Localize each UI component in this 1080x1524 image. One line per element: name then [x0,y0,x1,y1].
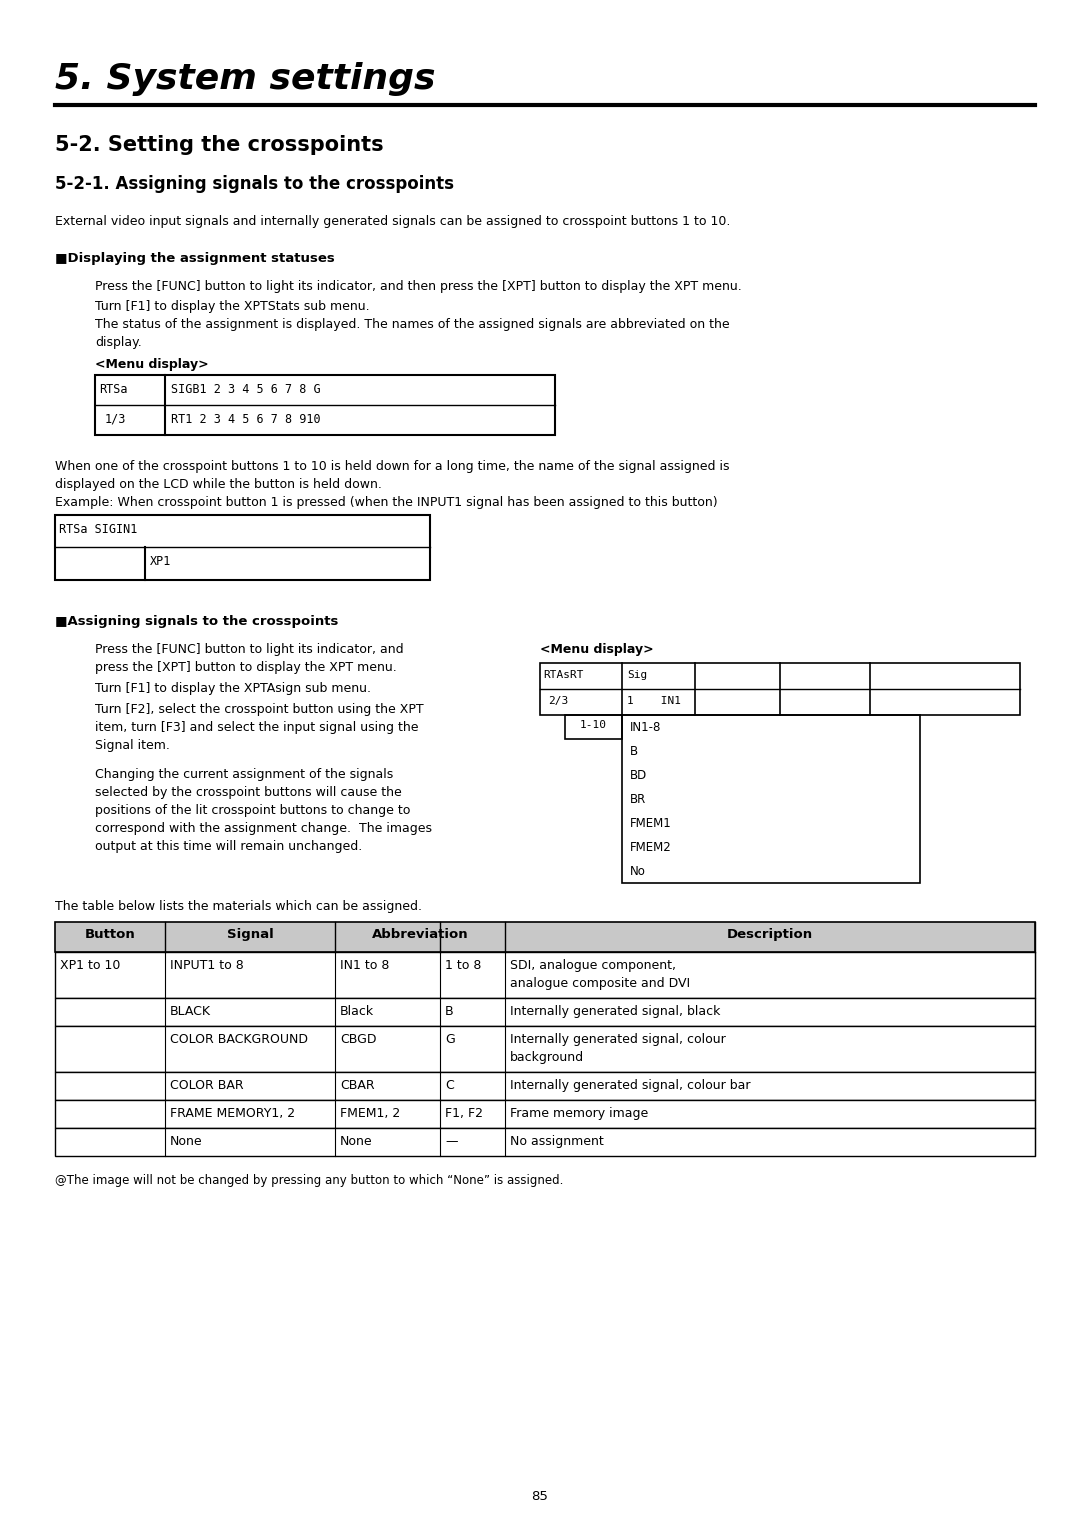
Text: IN1 to 8: IN1 to 8 [340,959,390,972]
Text: C: C [445,1079,454,1093]
Text: The status of the assignment is displayed. The names of the assigned signals are: The status of the assignment is displaye… [95,319,730,331]
Text: Signal item.: Signal item. [95,739,170,751]
Text: Press the [FUNC] button to light its indicator, and then press the [XPT] button : Press the [FUNC] button to light its ind… [95,280,742,293]
Text: Changing the current assignment of the signals: Changing the current assignment of the s… [95,768,393,780]
Bar [55,515,430,581]
Text: correspond with the assignment change.  The images: correspond with the assignment change. T… [95,821,432,835]
Text: Turn [F1] to display the XPTStats sub menu.: Turn [F1] to display the XPTStats sub me… [95,300,369,312]
Text: G: G [445,1033,455,1045]
Text: Internally generated signal, colour: Internally generated signal, colour [510,1033,726,1045]
Text: Black: Black [340,1004,374,1018]
Text: B: B [445,1004,454,1018]
Bar [55,952,1035,998]
Text: —: — [445,1135,458,1148]
Text: Internally generated signal, black: Internally generated signal, black [510,1004,720,1018]
Text: Signal: Signal [227,928,273,940]
Bar [95,375,555,434]
Text: 1 to 8: 1 to 8 [445,959,482,972]
Text: analogue composite and DVI: analogue composite and DVI [510,977,690,991]
Text: Frame memory image: Frame memory image [510,1106,648,1120]
Text: F1, F2: F1, F2 [445,1106,483,1120]
Bar [55,1100,1035,1128]
Text: Press the [FUNC] button to light its indicator, and: Press the [FUNC] button to light its ind… [95,643,404,655]
Text: IN1-8: IN1-8 [630,721,661,735]
Text: SDI, analogue component,: SDI, analogue component, [510,959,676,972]
Text: <Menu display>: <Menu display> [540,643,653,655]
Text: @The image will not be changed by pressing any button to which “None” is assigne: @The image will not be changed by pressi… [55,1173,564,1187]
Text: 5-2-1. Assigning signals to the crosspoints: 5-2-1. Assigning signals to the crosspoi… [55,175,454,194]
Text: BLACK: BLACK [170,1004,211,1018]
Text: <Menu display>: <Menu display> [95,358,208,370]
Text: Turn [F1] to display the XPTAsign sub menu.: Turn [F1] to display the XPTAsign sub me… [95,683,372,695]
Text: CBGD: CBGD [340,1033,377,1045]
Text: 85: 85 [531,1490,549,1503]
Text: BR: BR [630,792,646,806]
Text: Button: Button [84,928,135,940]
Text: background: background [510,1052,584,1064]
Text: 2/3: 2/3 [548,696,568,706]
Text: press the [XPT] button to display the XPT menu.: press the [XPT] button to display the XP… [95,661,396,674]
Bar [622,715,920,882]
Text: RTSa: RTSa [99,383,127,396]
Text: positions of the lit crosspoint buttons to change to: positions of the lit crosspoint buttons … [95,805,410,817]
Text: B: B [630,745,638,757]
Bar [55,1071,1035,1100]
Text: output at this time will remain unchanged.: output at this time will remain unchange… [95,840,362,853]
Text: displayed on the LCD while the button is held down.: displayed on the LCD while the button is… [55,479,382,491]
Text: Description: Description [727,928,813,940]
Text: Abbreviation: Abbreviation [372,928,469,940]
Text: The table below lists the materials which can be assigned.: The table below lists the materials whic… [55,901,422,913]
Text: ■Displaying the assignment statuses: ■Displaying the assignment statuses [55,251,335,265]
Text: item, turn [F3] and select the input signal using the: item, turn [F3] and select the input sig… [95,721,419,735]
Text: 5. System settings: 5. System settings [55,62,435,96]
Text: BD: BD [630,770,647,782]
Text: 1    IN1: 1 IN1 [627,696,681,706]
Text: RTSa SIGIN1: RTSa SIGIN1 [59,523,137,536]
Text: No assignment: No assignment [510,1135,604,1148]
Text: selected by the crosspoint buttons will cause the: selected by the crosspoint buttons will … [95,786,402,799]
Bar [540,663,1020,715]
Text: Turn [F2], select the crosspoint button using the XPT: Turn [F2], select the crosspoint button … [95,703,423,716]
Text: INPUT1 to 8: INPUT1 to 8 [170,959,244,972]
Text: 5-2. Setting the crosspoints: 5-2. Setting the crosspoints [55,136,383,155]
Text: FMEM1, 2: FMEM1, 2 [340,1106,401,1120]
Text: XP1: XP1 [150,555,172,568]
Text: FRAME MEMORY1, 2: FRAME MEMORY1, 2 [170,1106,295,1120]
Text: RTAsRT: RTAsRT [543,671,583,680]
Text: External video input signals and internally generated signals can be assigned to: External video input signals and interna… [55,215,730,229]
Bar [55,1026,1035,1071]
Bar [55,998,1035,1026]
Text: Sig: Sig [627,671,647,680]
Text: FMEM2: FMEM2 [630,841,672,853]
Text: 1-10: 1-10 [580,719,607,730]
Text: RT1 2 3 4 5 6 7 8 910: RT1 2 3 4 5 6 7 8 910 [171,413,321,427]
Bar [55,1128,1035,1157]
Text: COLOR BACKGROUND: COLOR BACKGROUND [170,1033,308,1045]
Text: SIGB1 2 3 4 5 6 7 8 G: SIGB1 2 3 4 5 6 7 8 G [171,383,321,396]
Text: display.: display. [95,335,141,349]
Text: None: None [170,1135,203,1148]
Text: CBAR: CBAR [340,1079,375,1093]
Bar [55,922,1035,952]
Text: FMEM1: FMEM1 [630,817,672,831]
Bar [565,715,622,739]
Text: XP1 to 10: XP1 to 10 [60,959,120,972]
Text: Example: When crosspoint button 1 is pressed (when the INPUT1 signal has been as: Example: When crosspoint button 1 is pre… [55,495,717,509]
Text: Internally generated signal, colour bar: Internally generated signal, colour bar [510,1079,751,1093]
Text: No: No [630,866,646,878]
Text: 1/3: 1/3 [105,413,126,427]
Text: None: None [340,1135,373,1148]
Text: COLOR BAR: COLOR BAR [170,1079,244,1093]
Text: ■Assigning signals to the crosspoints: ■Assigning signals to the crosspoints [55,616,338,628]
Text: When one of the crosspoint buttons 1 to 10 is held down for a long time, the nam: When one of the crosspoint buttons 1 to … [55,460,729,472]
